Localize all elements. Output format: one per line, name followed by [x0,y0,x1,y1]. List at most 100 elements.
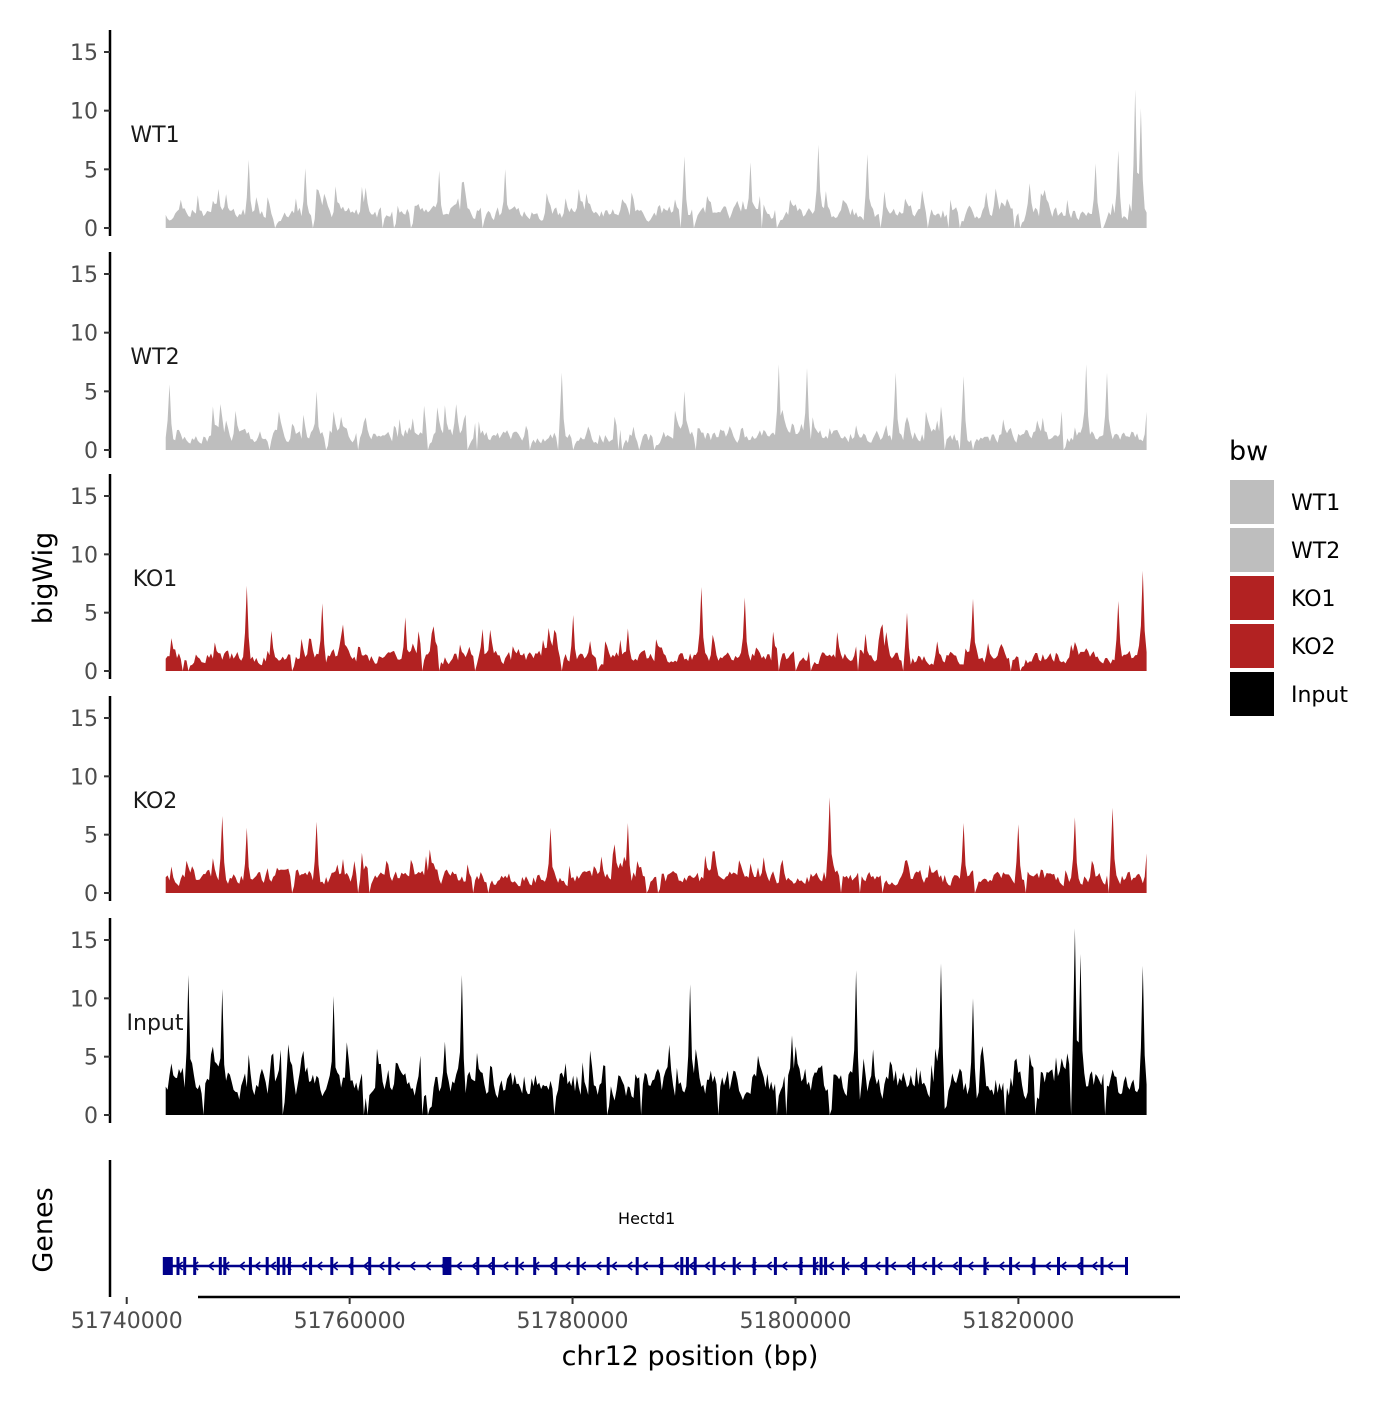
exon [660,1257,664,1275]
strand-arrow [966,1261,974,1271]
y-tick-label: 10 [70,987,98,1012]
strand-arrow [548,1261,556,1271]
strand-arrow [362,1261,370,1271]
exon [712,1257,716,1275]
strand-arrow [1044,1261,1052,1271]
y-tick-label: 15 [70,263,98,288]
legend-swatch [1230,480,1274,524]
exon [265,1257,269,1275]
exon [388,1257,392,1275]
strand-arrow [269,1261,277,1271]
strand-arrow [253,1261,261,1271]
strand-arrow [1059,1261,1067,1271]
legend-swatch [1230,528,1274,572]
strand-arrow [858,1261,866,1271]
x-tick-label: 51800000 [739,1309,851,1334]
exon [162,1257,171,1275]
strand-arrow [641,1261,649,1271]
exon [554,1257,558,1275]
legend-items: WT1 WT2 KO1 KO2 Input [1230,480,1348,716]
y-tick-label: 10 [70,100,98,125]
exon [824,1257,828,1275]
exon [912,1257,916,1275]
legend-entry-wt1: WT1 [1230,480,1340,524]
strand-arrow [997,1261,1005,1271]
strand-arrow [207,1261,215,1271]
exon [1009,1257,1013,1275]
track-label-input: Input [127,1011,184,1036]
exon [693,1257,697,1275]
x-tick-label: 51780000 [517,1309,629,1334]
exon [448,1257,452,1275]
exon [282,1257,286,1275]
exon [330,1257,334,1275]
strand-arrow [315,1261,323,1271]
exon [491,1257,495,1275]
strand-arrow [238,1261,246,1271]
exon [819,1257,823,1275]
exon [442,1257,451,1275]
exon [864,1257,868,1275]
exon [841,1257,845,1275]
exon [309,1257,313,1275]
legend-entry-ko1: KO1 [1230,576,1336,620]
y-tick-label: 0 [84,217,98,242]
track-ko1: 0 5 10 15 KO1 [70,474,1147,685]
legend-swatch [1230,624,1274,668]
exon [169,1257,173,1275]
exon [476,1257,480,1275]
strand-arrow [517,1261,525,1271]
gene-label: Hectd1 [618,1209,675,1228]
exon [515,1257,519,1275]
y-tick-label: 10 [70,765,98,790]
exon [533,1257,537,1275]
y-tick-label: 5 [84,602,98,627]
strand-arrow [827,1261,835,1271]
track-label-ko2: KO2 [133,789,178,814]
exon [576,1257,580,1275]
strand-arrow [951,1261,959,1271]
exon [350,1257,354,1275]
strand-arrow [579,1261,587,1271]
track-wt2: 0 5 10 15 WT2 [70,252,1147,464]
strand-arrow [687,1261,695,1271]
legend-label: Input [1291,683,1348,708]
strand-arrow [1075,1261,1083,1271]
exon [276,1257,280,1275]
strand-arrow [455,1261,463,1271]
track-wt1: 0 5 10 15 WT1 [70,30,1147,242]
exon [773,1257,777,1275]
exon [885,1257,889,1275]
strand-arrow [625,1261,633,1271]
strand-arrow [594,1261,602,1271]
strand-arrow [920,1261,928,1271]
exon [1125,1257,1128,1275]
legend-label: WT1 [1291,491,1340,516]
y-tick-label: 5 [84,1046,98,1071]
strand-arrow [873,1261,881,1271]
y-axis-title: bigWig [28,532,59,625]
strand-arrow [377,1261,385,1271]
strand-arrow [904,1261,912,1271]
strand-arrow [1106,1261,1114,1271]
genes-track-title: Genes [28,1187,59,1272]
strand-arrow [424,1261,432,1271]
exon [287,1257,291,1275]
exon [368,1257,372,1275]
strand-arrow [470,1261,478,1271]
exon [1032,1257,1036,1275]
y-tick-label: 10 [70,543,98,568]
y-tick-label: 5 [84,824,98,849]
exon [932,1257,936,1275]
y-tick-label: 0 [84,882,98,907]
x-axis: 51740000 51760000 51780000 51800000 51820000 [71,1295,1180,1334]
signal-area-ko1 [165,570,1147,671]
x-tick-label: 51760000 [294,1309,406,1334]
y-tick-label: 0 [84,660,98,685]
signal-area-wt2 [165,364,1147,450]
legend-label: KO1 [1291,587,1336,612]
y-tick-label: 10 [70,322,98,347]
exon [606,1257,610,1275]
legend-label: KO2 [1291,635,1336,660]
